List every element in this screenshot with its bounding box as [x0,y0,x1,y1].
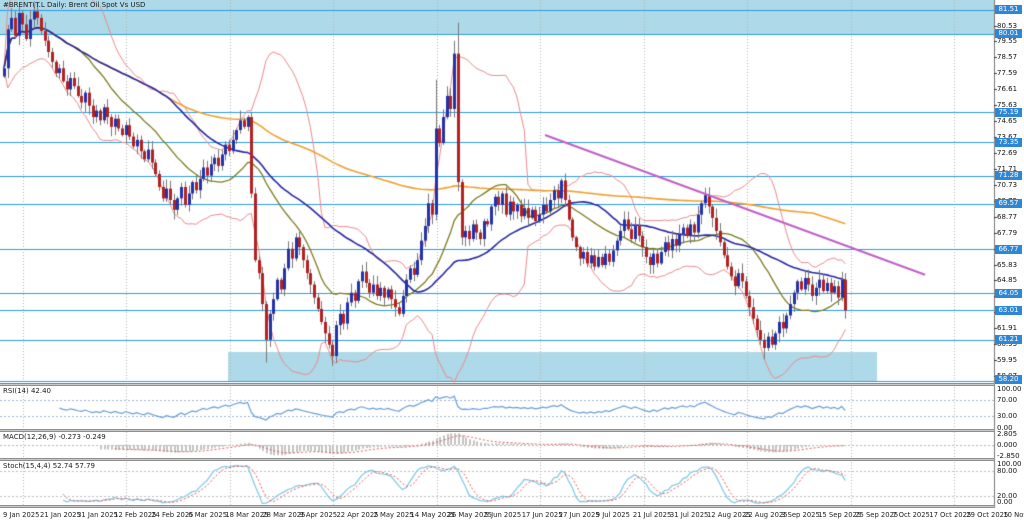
price-tick-label: 60.93 [997,340,1018,349]
date-label: 17 Oct 2025 [929,511,972,519]
price-level-badge[interactable]: 61.21 [995,335,1022,345]
date-label: 12 Aug 2025 [706,511,751,519]
price-tick-label: 70.73 [997,180,1018,189]
price-tick-label: 75.63 [997,101,1018,110]
date-label: 25 Sep 2025 [855,511,899,519]
price-tick-label: 67.79 [997,228,1018,237]
price-tick-label: 64.85 [997,276,1018,285]
price-tick-label: 68.77 [997,212,1018,221]
date-label: 6 Mar 2025 [188,511,228,519]
macd-label: MACD(12,26,9) -0.273 -0.249 [3,433,106,441]
date-label: 26 May 2025 [447,511,492,519]
price-level-badge[interactable]: 71.28 [995,171,1022,181]
price-tick-label: 79.55 [997,37,1018,46]
date-label: 14 May 2025 [410,511,455,519]
date-label: 12 Feb 2025 [114,511,157,519]
price-level-badge[interactable]: 80.01 [995,29,1022,39]
date-label: 9 Jul 2025 [595,511,630,519]
panel-separator[interactable] [0,505,994,508]
date-label: 9 Apr 2025 [299,511,338,519]
rsi-scale-label: 100.00 [997,385,1022,393]
date-label: 31 Jan 2025 [77,511,118,519]
date-label: 3 Sep 2025 [781,511,820,519]
price-level-badge[interactable]: 66.77 [995,244,1022,254]
panel-separator[interactable] [0,429,994,432]
stoch-scale-label: 20.00 [997,492,1018,501]
date-label: 18 Mar 2025 [225,511,269,519]
date-label: 27 Jun 2025 [558,511,600,519]
date-label: 15 Sep 2025 [818,511,862,519]
stoch-scale-label: 100.00 [997,460,1022,468]
price-tick-label: 59.95 [997,356,1018,365]
date-label: 17 Jun 2025 [521,511,563,519]
price-level-badge[interactable]: 64.05 [995,288,1022,298]
stoch-scale-label: 0.00 [997,498,1013,506]
date-label: 2 May 2025 [373,511,414,519]
date-label: 28 Mar 2025 [262,511,306,519]
price-level-badge[interactable]: 58.20 [995,375,1022,384]
date-label: 29 Oct 2025 [966,511,1009,519]
price-level-badge[interactable]: 81.51 [995,5,1022,15]
price-level-badge[interactable]: 75.19 [995,107,1022,117]
rsi-label: RSI(14) 42.40 [3,387,52,395]
date-label: 9 Jan 2025 [3,511,40,519]
rsi-scale-label: 70.00 [997,395,1018,404]
panel-separator[interactable] [0,383,994,386]
date-label: 24 Feb 2025 [151,511,194,519]
macd-scale-label: -2.850 [997,452,1020,460]
price-tick-label: 72.69 [997,149,1018,157]
price-level-badge[interactable]: 73.35 [995,137,1022,147]
chart-title: #BRENT(T.L Daily: Brent Oil Spot Vs USD [3,1,146,9]
price-tick-label: 76.61 [997,85,1018,94]
price-tick-label: 73.67 [997,133,1017,141]
date-label: 21 Jul 2025 [632,511,672,519]
price-tick-label: 71.71 [997,164,1018,173]
date-label: 22 Apr 2025 [336,511,379,519]
date-label: 22 Aug 2025 [744,511,788,519]
date-label: 21 Jan 2025 [40,511,81,519]
price-level-badge[interactable]: 63.01 [995,305,1022,315]
price-tick-label: 61.91 [997,324,1018,333]
price-level-badge[interactable]: 69.57 [995,199,1022,209]
panel-separator[interactable] [0,458,994,461]
price-tick-label: 78.57 [997,53,1018,62]
date-label: 31 Jul 2025 [669,511,709,519]
rsi-scale-label: 0.00 [997,424,1013,432]
price-tick-label: 74.65 [997,117,1018,126]
stoch-label: Stoch(15,4,4) 52.74 57.79 [3,462,96,470]
macd-scale-label: 0.000 [997,441,1018,449]
date-label: 7 Oct 2025 [892,511,930,519]
price-tick-label: 77.59 [997,69,1018,78]
date-label: 10 Nov 2025 [1003,511,1024,519]
macd-scale-label: 2.805 [997,430,1018,438]
stoch-scale-label: 80.00 [997,466,1018,475]
date-label: 5 Jun 2025 [484,511,522,519]
rsi-scale-label: 30.00 [997,412,1018,421]
price-tick-label: 80.53 [997,21,1018,30]
price-tick-label: 65.83 [997,260,1018,269]
